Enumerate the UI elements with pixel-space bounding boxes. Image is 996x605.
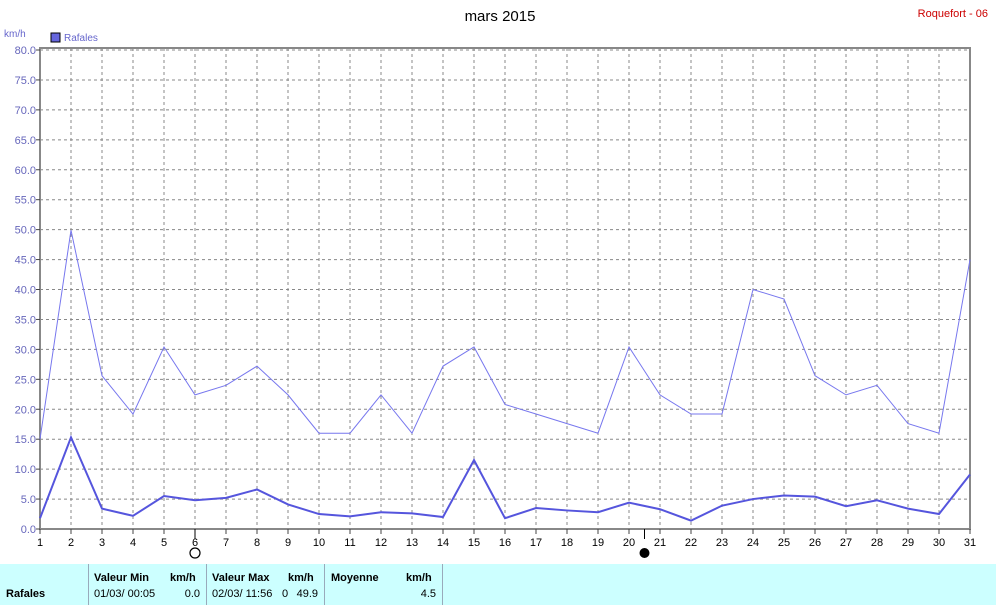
max-datetime: 02/03/ 11:56 (212, 588, 273, 600)
avg-unit: km/h (406, 572, 432, 584)
x-tick-label: 15 (468, 537, 480, 549)
max-unit: km/h (288, 572, 314, 584)
y-tick-label: 55.0 (15, 195, 36, 207)
x-tick-label: 20 (623, 537, 635, 549)
location-label: Roquefort - 06 (918, 8, 988, 20)
y-tick-label: 15.0 (15, 434, 36, 446)
series-line-max (39, 230, 971, 440)
y-tick-label: 40.0 (15, 285, 36, 297)
chart-title: mars 2015 (465, 8, 536, 25)
x-tick-label: 7 (223, 537, 229, 549)
y-tick-label: 25.0 (15, 374, 36, 386)
x-tick-label: 13 (406, 537, 418, 549)
max-time-suffix: 0 (282, 588, 289, 600)
x-tick-label: 30 (933, 537, 945, 549)
x-tick-label: 9 (285, 537, 291, 549)
x-tick-label: 8 (254, 537, 260, 549)
series-lines (39, 230, 971, 522)
x-tick-label: 2 (68, 537, 74, 549)
x-tick-label: 1 (37, 537, 43, 549)
min-header: Valeur Min (94, 572, 150, 584)
max-value: 49.9 (296, 588, 318, 600)
x-tick-label: 27 (840, 537, 852, 549)
y-tick-label: 65.0 (15, 135, 36, 147)
y-tick-label: 60.0 (15, 165, 36, 177)
x-tick-label: 12 (375, 537, 387, 549)
x-tick-label: 17 (530, 537, 542, 549)
x-tick-label: 10 (313, 537, 325, 549)
x-tick-label: 21 (654, 537, 666, 549)
y-tick-label: 50.0 (15, 225, 36, 237)
x-tick-label: 3 (99, 537, 105, 549)
x-tick-label: 23 (716, 537, 728, 549)
footer-row-label: Rafales (6, 588, 46, 600)
legend-label: Rafales (64, 33, 98, 44)
x-tick-label: 26 (809, 537, 821, 549)
y-tick-label: 75.0 (15, 75, 36, 87)
x-tick-label: 24 (747, 537, 759, 549)
x-tick-label: 22 (685, 537, 697, 549)
x-tick-label: 14 (437, 537, 449, 549)
legend-swatch (50, 32, 61, 43)
y-tick-label: 5.0 (21, 494, 36, 506)
grid (40, 48, 970, 529)
y-axis-unit: km/h (4, 29, 26, 40)
x-tick-label: 31 (964, 537, 976, 549)
max-header: Valeur Max (212, 572, 270, 584)
min-datetime: 01/03/ 00:05 (94, 588, 156, 600)
avg-value: 4.5 (420, 588, 436, 600)
avg-cell: Moyenne km/h 4.5 (324, 564, 443, 605)
avg-header: Moyenne (331, 572, 379, 584)
series-line-mean (39, 434, 971, 522)
min-cell: Valeur Min km/h 01/03/ 00:05 0.0 (88, 564, 206, 605)
y-tick-label: 45.0 (15, 255, 36, 267)
x-tick-label: 25 (778, 537, 790, 549)
y-tick-label: 20.0 (15, 404, 36, 416)
moon-phases (189, 529, 650, 559)
min-unit: km/h (170, 572, 196, 584)
x-tick-label: 18 (561, 537, 573, 549)
y-axis: 0.0 5.0 10.0 15.0 20.0 25.0 30.0 35.0 40.0 45.0 50… (15, 45, 40, 536)
y-tick-label: 80.0 (15, 45, 36, 57)
y-tick-label: 35.0 (15, 314, 36, 326)
y-tick-label: 30.0 (15, 344, 36, 356)
x-tick-label: 16 (499, 537, 511, 549)
x-tick-label: 5 (161, 537, 167, 549)
y-tick-label: 10.0 (15, 464, 36, 476)
max-cell: Valeur Max km/h 02/03/ 11:56 0 49.9 (206, 564, 324, 605)
x-tick-label: 6 (192, 537, 198, 549)
min-value: 0.0 (184, 588, 200, 600)
full-moon-icon (189, 547, 201, 559)
y-tick-label: 70.0 (15, 105, 36, 117)
x-tick-label: 4 (130, 537, 136, 549)
gust-chart: mars 2015 Roquefort - 06 km/h Rafales 0.… (4, 8, 988, 559)
x-axis: 1 2 3 4 5 6 7 8 9 10 11 12 13 14 15 16 17 18 19 20 21 22 23 24 2… (37, 529, 976, 549)
x-tick-label: 28 (871, 537, 883, 549)
x-tick-label: 19 (592, 537, 604, 549)
x-tick-label: 11 (344, 537, 355, 549)
x-tick-label: 29 (902, 537, 914, 549)
y-tick-label: 0.0 (21, 524, 36, 536)
new-moon-icon (639, 548, 650, 558)
stats-footer: Rafales Valeur Min km/h 01/03/ 00:05 0.0… (0, 564, 996, 605)
